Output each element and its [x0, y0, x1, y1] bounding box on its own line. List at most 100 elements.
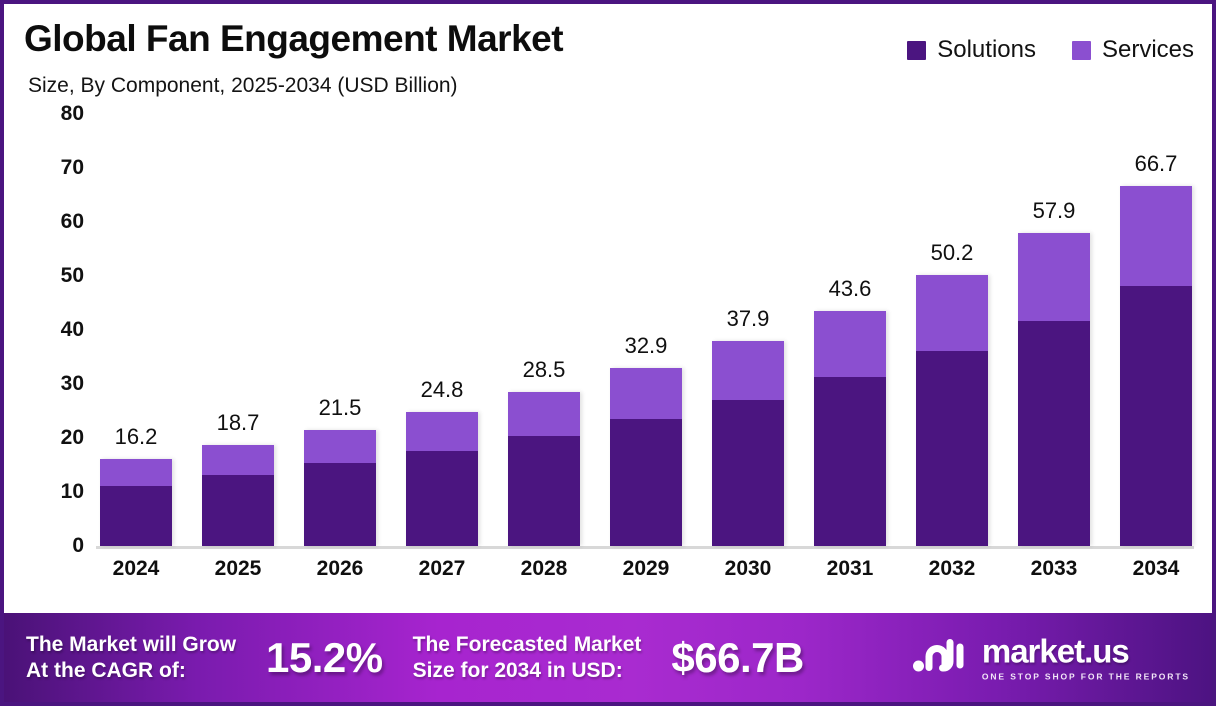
brand-text: market.us ONE STOP SHOP FOR THE REPORTS	[982, 634, 1190, 681]
bar-stack[interactable]	[508, 392, 580, 546]
x-axis-label-2024: 2024	[112, 557, 160, 580]
brand-tagline: ONE STOP SHOP FOR THE REPORTS	[981, 671, 1190, 681]
page-title: Global Fan Engagement Market	[24, 18, 564, 59]
legend-label-solutions: Solutions	[937, 36, 1036, 63]
market-us-logo-icon	[912, 634, 970, 681]
bar-group[interactable]: 43.6	[814, 114, 886, 546]
bar-group[interactable]: 37.9	[712, 114, 784, 546]
bar-stack[interactable]	[406, 412, 478, 546]
bar-total-label: 37.9	[726, 306, 770, 332]
legend-label-services: Services	[1101, 36, 1194, 63]
x-axis-label-2025: 2025	[214, 557, 262, 580]
y-axis-tick-80: 80	[60, 102, 84, 125]
bar-total-label: 18.7	[216, 410, 260, 436]
bar-segment-solutions[interactable]	[1018, 320, 1090, 546]
bar-total-label: 66.7	[1134, 150, 1178, 176]
y-axis: 0 10 20 30 40 50 60 70 80	[4, 102, 84, 557]
bar-stack[interactable]	[916, 274, 988, 546]
bar-segment-solutions[interactable]	[304, 463, 376, 546]
y-axis-tick-20: 20	[60, 426, 84, 449]
y-axis-tick-60: 60	[60, 210, 84, 233]
page-subtitle: Size, By Component, 2025-2034 (USD Billi…	[28, 74, 458, 97]
y-axis-tick-0: 0	[72, 534, 84, 557]
bar-series-container: 16.2 18.7 21.5 24.8 28.5 32.9 37.9 43.6 50.2 57.9…	[100, 114, 1192, 546]
y-axis-tick-40: 40	[60, 318, 84, 341]
bar-group[interactable]: 57.9	[1018, 114, 1090, 546]
x-axis-baseline	[96, 546, 1194, 549]
cagr-label: The Market will Grow At the CAGR of:	[26, 632, 236, 683]
bar-segment-services[interactable]	[814, 310, 886, 377]
brand-name: market.us	[981, 632, 1130, 669]
x-axis-labels: 2024 2025 2026 2027 2028 2029 2030 2031 2032 2033…	[100, 557, 1192, 581]
legend-swatch-solutions-icon	[907, 40, 927, 60]
bar-segment-solutions[interactable]	[100, 485, 172, 546]
y-axis-tick-70: 70	[60, 156, 84, 179]
bar-segment-solutions[interactable]	[1120, 286, 1192, 546]
bar-stack[interactable]	[304, 429, 376, 546]
header: Global Fan Engagement Market Size, By Co…	[4, 4, 1212, 114]
bar-segment-services[interactable]	[712, 341, 784, 401]
x-axis-label-2033: 2033	[1030, 557, 1078, 580]
bar-segment-services[interactable]	[1018, 233, 1090, 321]
bar-group[interactable]: 66.7	[1120, 114, 1192, 546]
bar-stack[interactable]	[814, 310, 886, 546]
bar-segment-solutions[interactable]	[406, 450, 478, 546]
bar-stack[interactable]	[712, 341, 784, 546]
bar-group[interactable]: 21.5	[304, 114, 376, 546]
chart-plot-area: 0 10 20 30 40 50 60 70 80 16.2 18.7 21.5 24.8 28.5 32…	[4, 102, 1212, 609]
bar-total-label: 57.9	[1032, 198, 1076, 224]
bar-group[interactable]: 18.7	[202, 114, 274, 546]
forecast-block: The Forecasted Market Size for 2034 in U…	[413, 632, 642, 683]
legend-item-services: Services	[1071, 36, 1194, 64]
x-axis-label-2030: 2030	[724, 557, 772, 580]
x-axis-label-2031: 2031	[826, 557, 874, 580]
bar-segment-services[interactable]	[610, 368, 682, 419]
bar-segment-solutions[interactable]	[610, 418, 682, 546]
bar-segment-services[interactable]	[1120, 185, 1192, 287]
cagr-value: 15.2%	[266, 633, 383, 681]
bar-stack[interactable]	[100, 458, 172, 546]
bar-stack[interactable]	[610, 368, 682, 546]
forecast-label: The Forecasted Market Size for 2034 in U…	[413, 632, 642, 683]
brand-logo[interactable]: market.us ONE STOP SHOP FOR THE REPORTS	[912, 634, 1190, 681]
x-axis-label-2026: 2026	[316, 557, 364, 580]
y-axis-tick-50: 50	[60, 264, 84, 287]
legend-swatch-services-icon	[1071, 40, 1091, 60]
chart-legend: Solutions Services	[907, 36, 1194, 64]
bar-segment-solutions[interactable]	[814, 376, 886, 546]
bar-stack[interactable]	[202, 445, 274, 546]
bar-segment-services[interactable]	[508, 392, 580, 436]
bar-stack[interactable]	[1120, 185, 1192, 546]
bar-total-label: 43.6	[828, 275, 872, 301]
bar-group[interactable]: 50.2	[916, 114, 988, 546]
bar-segment-solutions[interactable]	[712, 400, 784, 546]
bar-segment-solutions[interactable]	[202, 474, 274, 546]
bar-group[interactable]: 16.2	[100, 114, 172, 546]
bar-total-label: 16.2	[114, 423, 158, 449]
forecast-label-line1: The Forecasted Market	[412, 632, 642, 656]
bar-total-label: 21.5	[318, 394, 362, 420]
bar-group[interactable]: 24.8	[406, 114, 478, 546]
bar-group[interactable]: 32.9	[610, 114, 682, 546]
bar-total-label: 24.8	[420, 377, 464, 403]
legend-item-solutions: Solutions	[907, 36, 1036, 64]
x-axis-label-2028: 2028	[520, 557, 568, 580]
bar-segment-solutions[interactable]	[916, 351, 988, 546]
bar-segment-solutions[interactable]	[508, 435, 580, 546]
y-axis-tick-10: 10	[60, 480, 84, 503]
bar-segment-services[interactable]	[304, 429, 376, 464]
bar-total-label: 32.9	[624, 333, 668, 359]
x-axis-label-2034: 2034	[1132, 557, 1180, 580]
footer-banner: The Market will Grow At the CAGR of: 15.…	[4, 613, 1212, 702]
bar-total-label: 50.2	[930, 239, 974, 265]
bar-segment-services[interactable]	[202, 445, 274, 475]
bar-segment-services[interactable]	[100, 458, 172, 486]
forecast-value: $66.7B	[671, 633, 804, 681]
cagr-label-line2: At the CAGR of:	[26, 658, 186, 682]
bar-stack[interactable]	[1018, 233, 1090, 546]
bar-total-label: 28.5	[522, 357, 566, 383]
bar-segment-services[interactable]	[916, 274, 988, 352]
bar-group[interactable]: 28.5	[508, 114, 580, 546]
bar-segment-services[interactable]	[406, 412, 478, 451]
